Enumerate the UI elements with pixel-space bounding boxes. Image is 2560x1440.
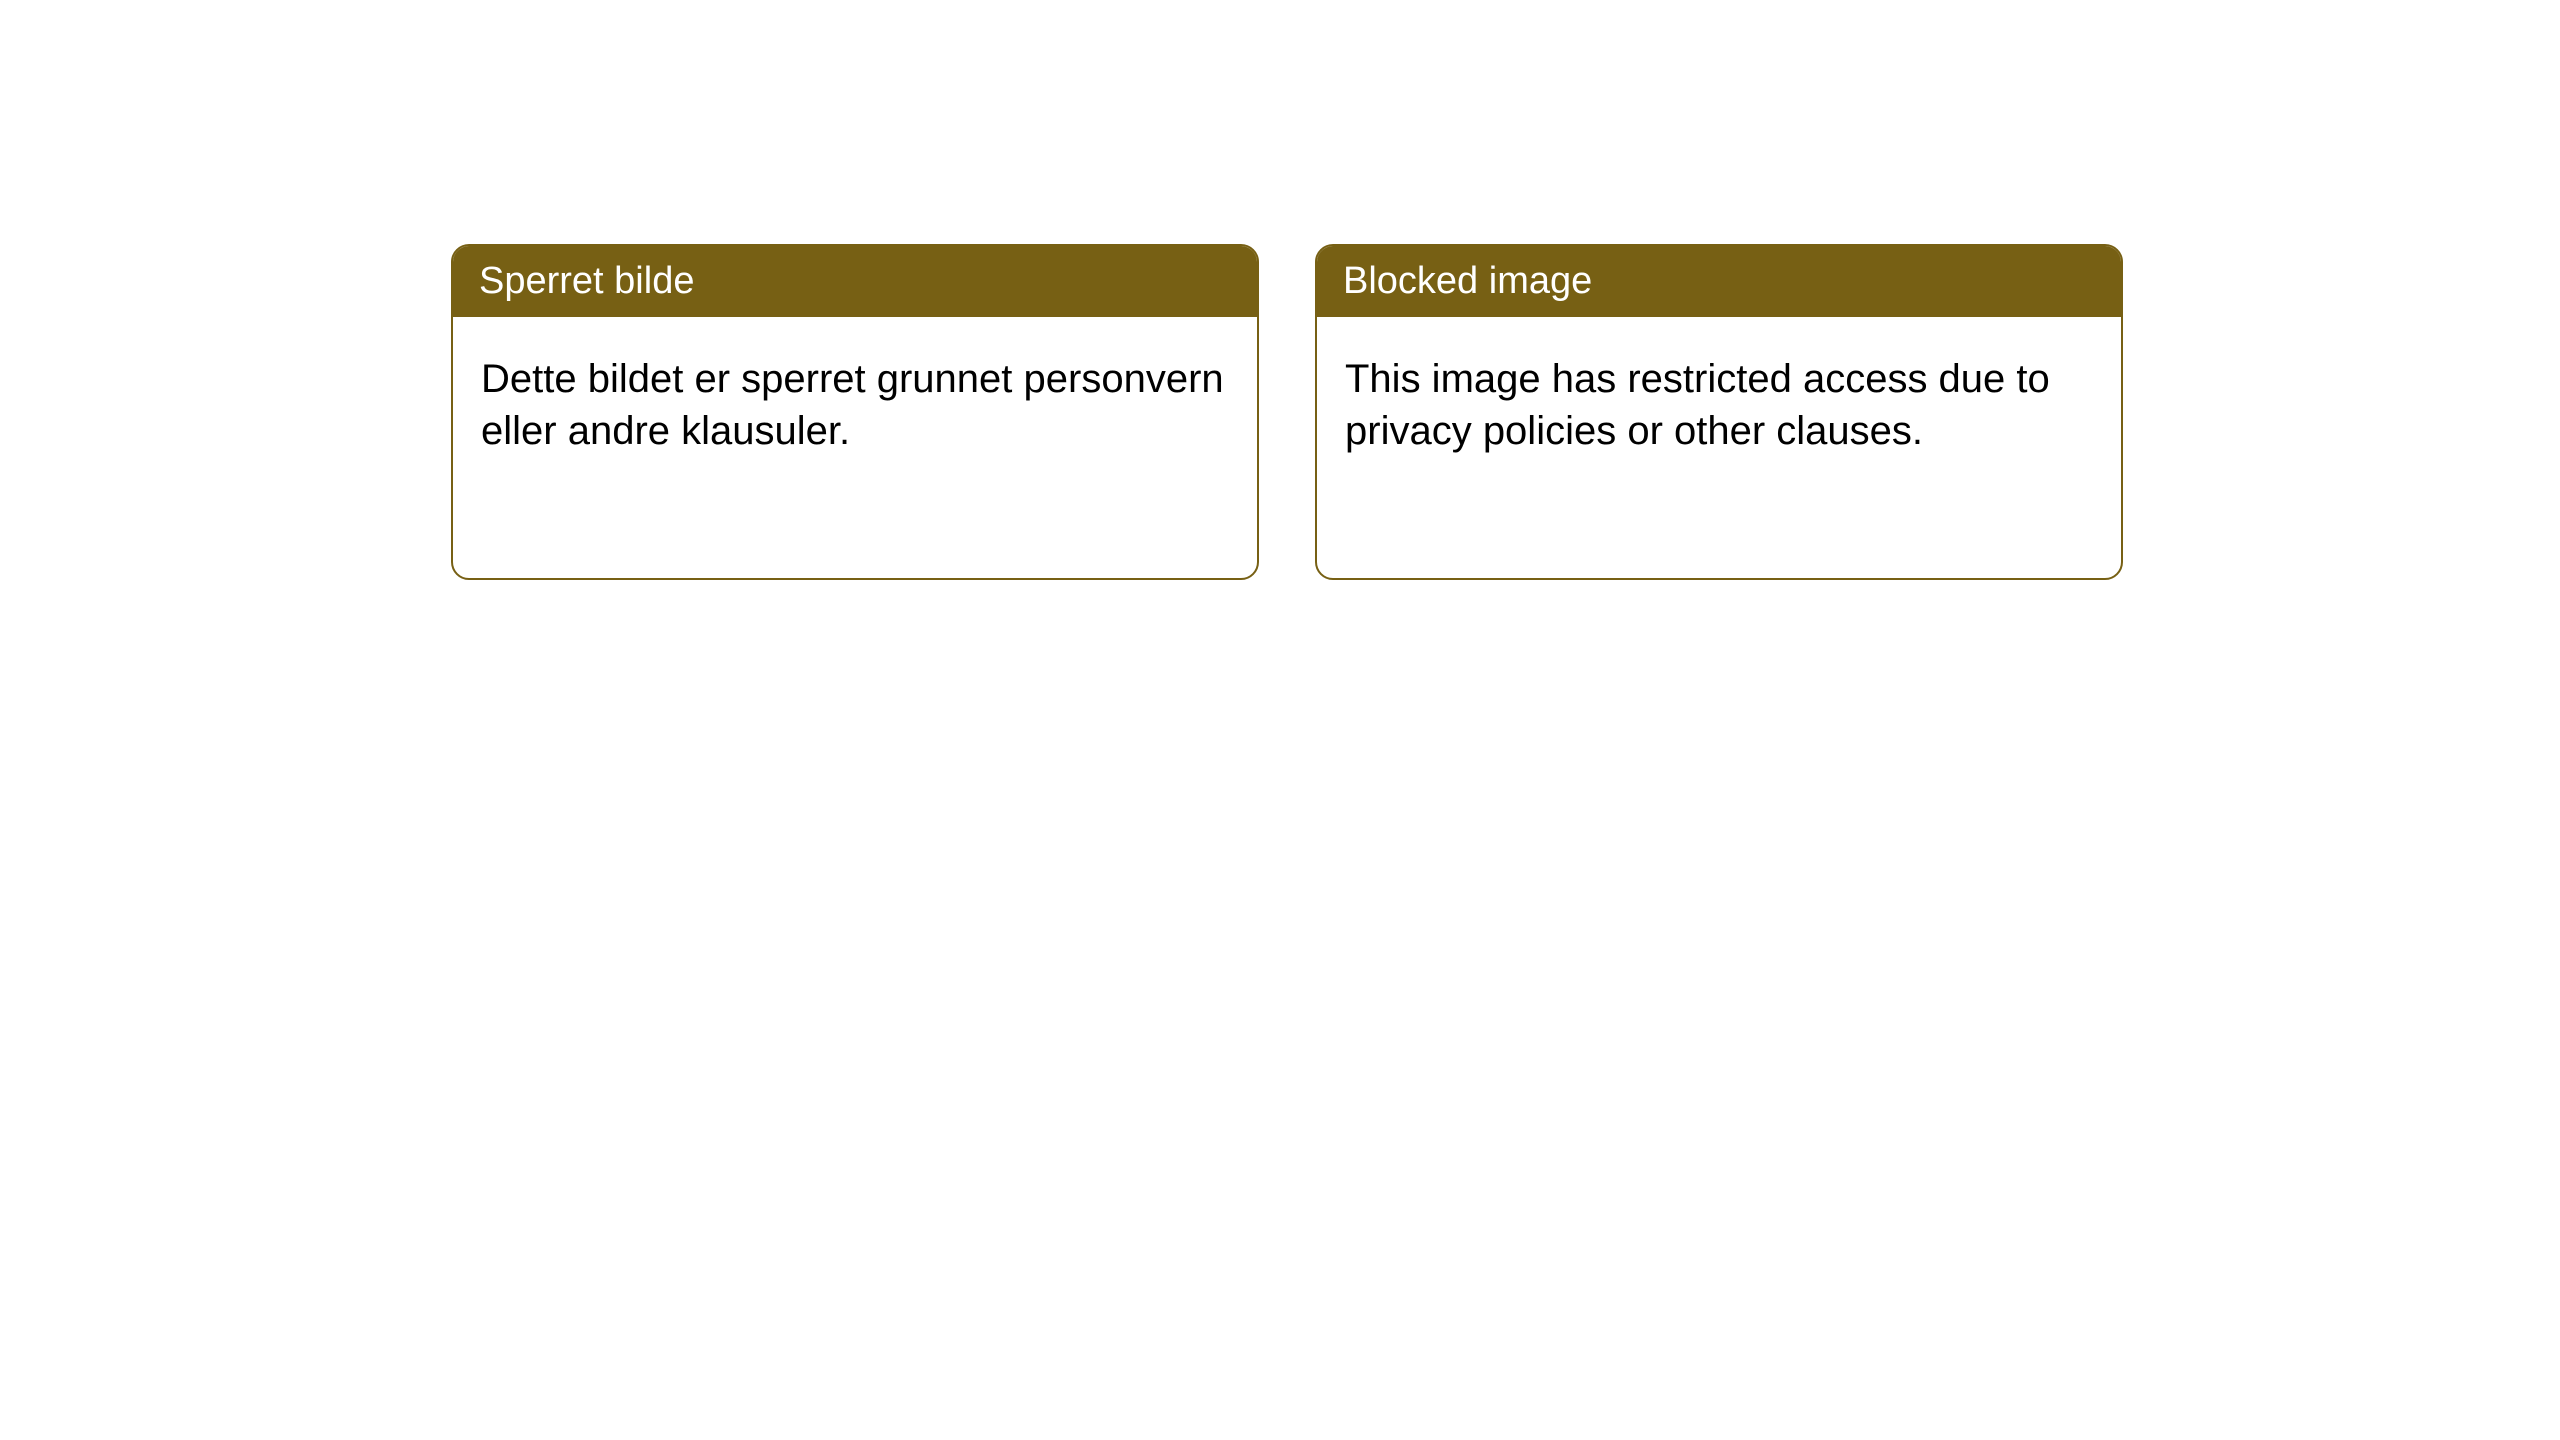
card-body: This image has restricted access due to … [1317,317,2121,493]
notice-card-norwegian: Sperret bilde Dette bildet er sperret gr… [451,244,1259,580]
notice-container: Sperret bilde Dette bildet er sperret gr… [0,0,2560,580]
notice-card-english: Blocked image This image has restricted … [1315,244,2123,580]
card-title: Sperret bilde [479,260,694,302]
card-message: Dette bildet er sperret grunnet personve… [481,357,1224,453]
card-message: This image has restricted access due to … [1345,357,2050,453]
card-body: Dette bildet er sperret grunnet personve… [453,317,1257,493]
card-header: Sperret bilde [453,246,1257,317]
card-title: Blocked image [1343,260,1592,302]
card-header: Blocked image [1317,246,2121,317]
